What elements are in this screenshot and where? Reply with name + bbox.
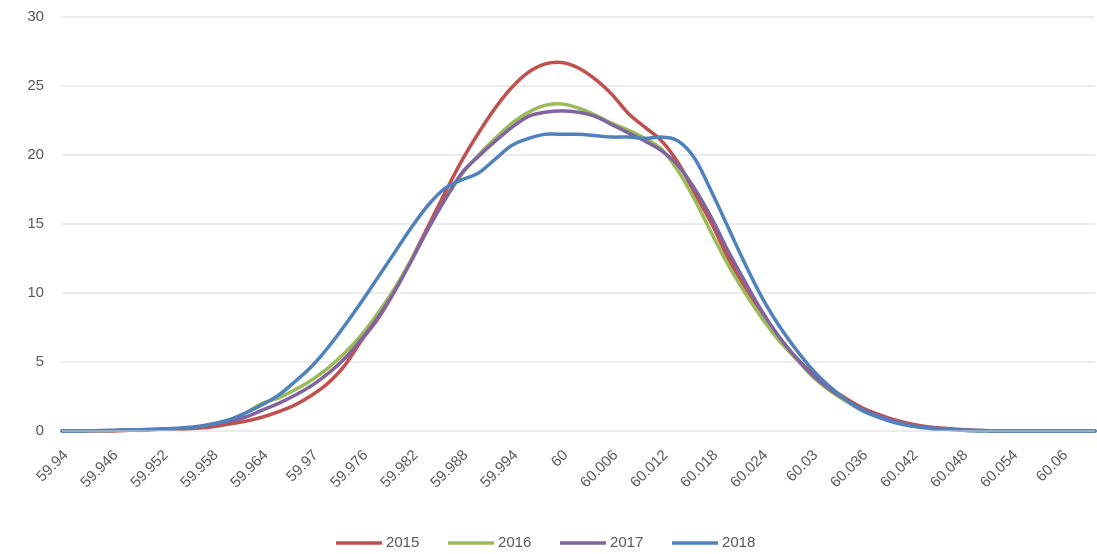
x-tick-label: 60.036 <box>827 447 871 491</box>
x-tick-label: 60.03 <box>783 447 822 486</box>
series-line <box>60 132 1097 433</box>
x-tick-label: 60.048 <box>927 447 971 491</box>
x-tick-label: 59.964 <box>227 447 271 491</box>
legend-label: 2015 <box>386 534 419 551</box>
y-tick-label: 15 <box>27 215 44 232</box>
x-tick-label: 60.018 <box>677 447 721 491</box>
legend-label: 2018 <box>722 534 755 551</box>
legend-label: 2017 <box>610 534 643 551</box>
x-tick-label: 59.952 <box>127 447 171 491</box>
x-tick-label: 60.024 <box>727 447 771 491</box>
x-tick-label: 59.946 <box>77 447 121 491</box>
series-line <box>60 60 1097 433</box>
x-tick-label: 60.006 <box>577 447 621 491</box>
x-tick-label: 59.988 <box>427 447 471 491</box>
x-tick-label: 59.976 <box>327 447 371 491</box>
x-tick-label: 59.94 <box>33 447 72 486</box>
x-tick-label: 59.982 <box>377 447 421 491</box>
y-tick-label: 20 <box>27 146 44 163</box>
x-tick-label: 60.054 <box>977 447 1021 491</box>
x-tick-label: 60 <box>548 447 572 471</box>
x-tick-label: 59.97 <box>283 447 322 486</box>
y-tick-label: 0 <box>36 422 44 439</box>
x-tick-label: 59.994 <box>477 447 521 491</box>
x-tick-label: 60.012 <box>627 447 671 491</box>
x-tick-label: 60.042 <box>877 447 921 491</box>
y-tick-label: 25 <box>27 77 44 94</box>
x-tick-label: 59.958 <box>177 447 221 491</box>
legend-label: 2016 <box>498 534 531 551</box>
y-tick-label: 5 <box>36 353 44 370</box>
series-line <box>60 109 1097 433</box>
y-tick-label: 30 <box>27 8 44 25</box>
x-tick-label: 60.06 <box>1033 447 1072 486</box>
y-tick-label: 10 <box>27 284 44 301</box>
series-line <box>60 102 1097 433</box>
